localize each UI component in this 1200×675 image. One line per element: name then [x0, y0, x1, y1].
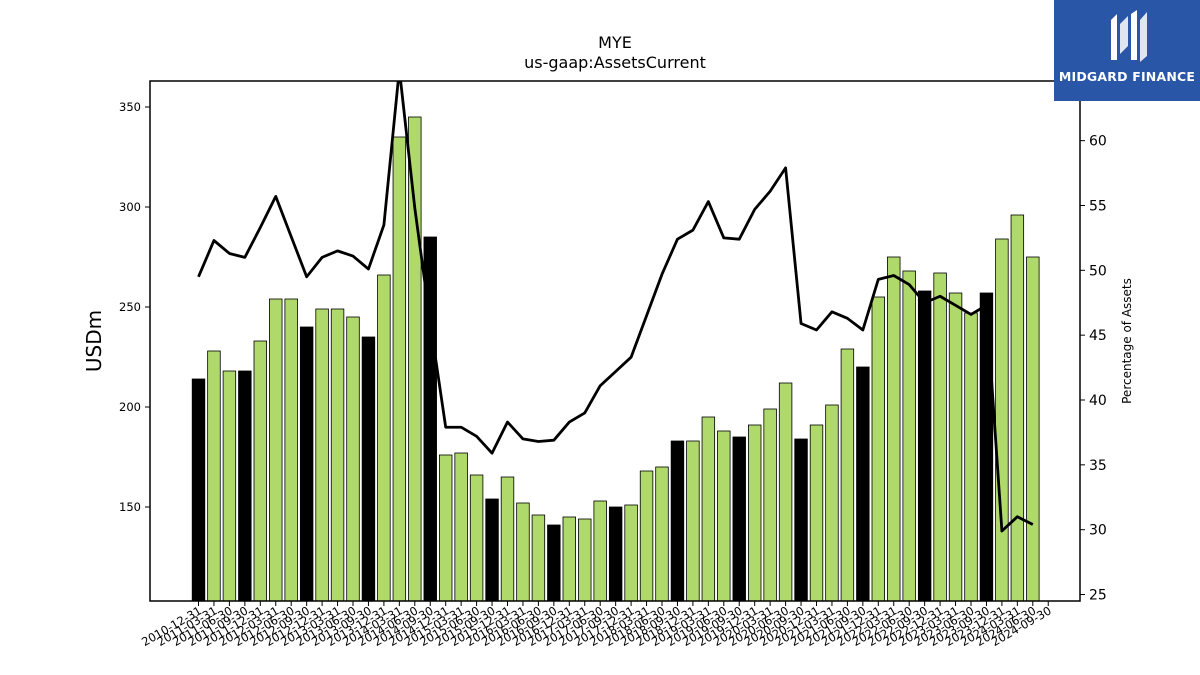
y2-tick-label: 25 — [1089, 588, 1107, 604]
bar-2020-12-31 — [809, 424, 824, 602]
bar-2019-06-30 — [717, 430, 731, 602]
logo-text: MIDGARD FINANCE — [1058, 69, 1196, 84]
bar-2023-06-30 — [964, 312, 978, 602]
y2-axis-label: Percentage of Assets — [1120, 278, 1134, 404]
y2-tick-label: 40 — [1089, 393, 1107, 409]
y-tick-label: 350 — [119, 100, 141, 114]
bar-2021-06-30 — [840, 348, 855, 602]
bar-2012-06-30 — [284, 298, 298, 602]
bar-2015-09-30 — [485, 498, 499, 602]
bar-2021-03-31 — [825, 404, 839, 602]
bar-2010-12-31 — [191, 378, 206, 602]
chart-subtitle: us-gaap:AssetsCurrent — [524, 53, 706, 72]
bar-2015-03-31 — [454, 452, 468, 602]
y-tick-label: 150 — [119, 500, 141, 514]
bar-2011-12-31 — [253, 340, 268, 602]
bar-2012-09-30 — [299, 326, 314, 602]
logo-mark-icon — [1111, 10, 1147, 62]
bar-2017-09-30 — [608, 506, 623, 602]
bar-2017-06-30 — [593, 500, 607, 602]
bar-2022-09-30 — [917, 290, 932, 602]
bar-2021-12-31 — [871, 296, 886, 602]
y-axis-label: USDm — [82, 310, 106, 372]
bar-2020-09-30 — [794, 438, 808, 602]
bar-2023-12-31 — [995, 238, 1009, 602]
bar-2011-09-30 — [238, 370, 252, 602]
bar-2023-03-31 — [948, 292, 963, 602]
y-tick-label: 250 — [119, 300, 141, 314]
y2-axis-ticks: 25 30 35 40 45 50 55 60 — [1080, 134, 1107, 604]
axes — [149, 80, 1081, 602]
y2-tick-label: 55 — [1089, 198, 1107, 214]
bar-2011-03-31 — [207, 350, 221, 602]
bar-2020-03-31 — [763, 408, 777, 602]
bar-2017-12-31 — [624, 504, 638, 602]
bar-2022-06-30 — [902, 270, 916, 602]
bar-2015-12-31 — [500, 476, 515, 602]
bar-2012-03-31 — [269, 298, 283, 602]
bar-2019-12-31 — [748, 424, 762, 602]
bar-2021-09-30 — [856, 366, 870, 602]
bar-2019-09-30 — [732, 436, 746, 602]
bar-2016-12-31 — [562, 516, 577, 602]
y-tick-label: 300 — [119, 200, 141, 214]
y2-tick-label: 60 — [1089, 134, 1107, 150]
x-axis-ticks: 2010-12-312011-03-312011-06-302011-09-30… — [139, 601, 1054, 649]
bar-2013-03-31 — [330, 308, 345, 602]
bar-2019-03-31 — [701, 416, 716, 602]
bar-2014-06-30 — [408, 116, 422, 602]
bar-2013-06-30 — [346, 316, 360, 602]
bar-2014-12-31 — [438, 454, 453, 602]
y2-tick-label: 50 — [1089, 263, 1107, 279]
bar-2013-09-30 — [361, 336, 376, 602]
bar-2016-03-31 — [516, 502, 530, 602]
logo: MIDGARD FINANCE — [1054, 0, 1200, 101]
y2-tick-label: 30 — [1089, 523, 1107, 539]
bar-2017-03-31 — [578, 518, 592, 602]
bar-2011-06-30 — [222, 370, 237, 602]
bar-2018-09-30 — [670, 440, 685, 602]
bar-2012-12-31 — [315, 308, 329, 602]
line-percentage-of-assets — [197, 81, 1034, 533]
bar-2018-03-31 — [639, 470, 654, 602]
y2-tick-label: 45 — [1089, 328, 1107, 344]
bar-2020-06-30 — [778, 382, 793, 602]
y-axis-ticks: 150 200 250 300 350 — [119, 100, 150, 514]
bar-2018-12-31 — [686, 440, 700, 602]
plot-frame — [149, 80, 1081, 602]
bar-2014-03-31 — [392, 136, 407, 602]
bar-2018-06-30 — [655, 466, 669, 602]
bar-2023-09-30 — [979, 292, 994, 602]
bar-2013-12-31 — [377, 274, 391, 602]
bar-2015-06-30 — [469, 474, 484, 602]
bar-series — [191, 116, 1040, 602]
bar-2016-06-30 — [531, 514, 546, 602]
chart-title: MYE — [598, 33, 632, 52]
bar-2022-03-31 — [887, 256, 901, 602]
bar-2016-09-30 — [547, 524, 561, 602]
bar-2022-12-31 — [933, 272, 947, 602]
line-series — [197, 81, 1034, 533]
bar-2024-06-30 — [1026, 256, 1040, 602]
y2-tick-label: 35 — [1089, 458, 1107, 474]
bar-2024-03-31 — [1010, 214, 1025, 602]
y-tick-label: 200 — [119, 400, 141, 414]
